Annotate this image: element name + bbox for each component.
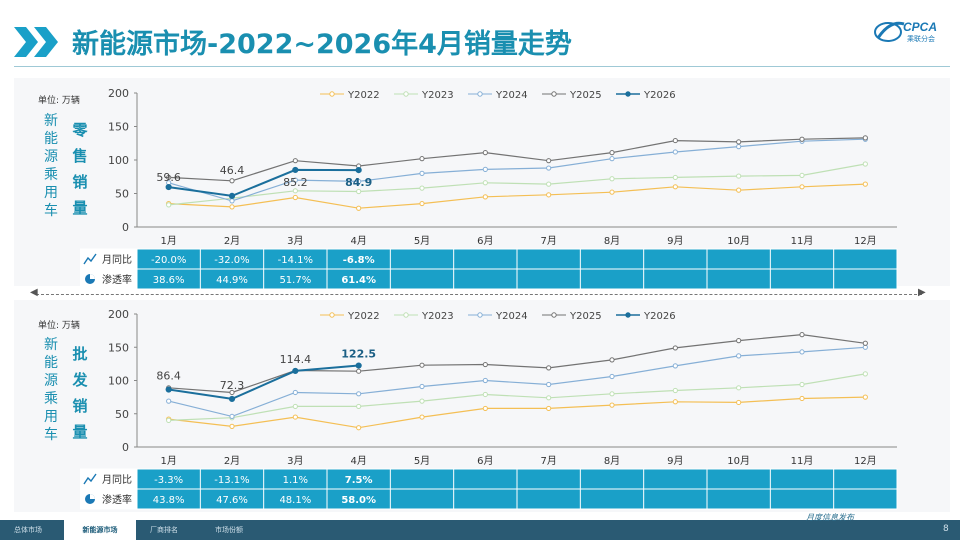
vertical-label-retail: 新能源乘用车 [44, 113, 58, 219]
panel-wholesale-bg [14, 300, 950, 512]
big-label-wholesale: 批发销量 [72, 345, 88, 441]
logo-text: CPCA [903, 20, 938, 34]
cpca-logo-icon [874, 21, 905, 42]
vertical-label-wholesale: 新能源乘用车 [44, 337, 58, 443]
page-title: 新能源市场-2022~2026年4月销量走势 [72, 29, 572, 60]
footer-note: 月度信息发布 [806, 513, 854, 522]
footer-tab-ranking[interactable]: 厂商排名 [150, 526, 178, 534]
footer-bar [0, 520, 960, 540]
chevron-icon [14, 27, 58, 57]
arrow-right-icon: ▶ [918, 287, 926, 298]
big-label-retail: 零售销量 [72, 121, 88, 217]
arrow-left-icon: ◀ [30, 287, 38, 298]
title-rule [14, 66, 950, 67]
logo-subtext: 乘联分会 [907, 35, 935, 43]
section-divider [36, 294, 922, 295]
unit-label-wholesale: 单位: 万辆 [38, 321, 80, 331]
unit-label-retail: 单位: 万辆 [38, 96, 80, 106]
footer-tab-nev[interactable]: 新能源市场 [64, 520, 136, 540]
panel-retail-bg [14, 78, 950, 286]
footer-tab-share[interactable]: 市场份额 [215, 526, 243, 534]
footer-tab-overall[interactable]: 总体市场 [14, 526, 42, 534]
page-number: 8 [943, 524, 949, 534]
